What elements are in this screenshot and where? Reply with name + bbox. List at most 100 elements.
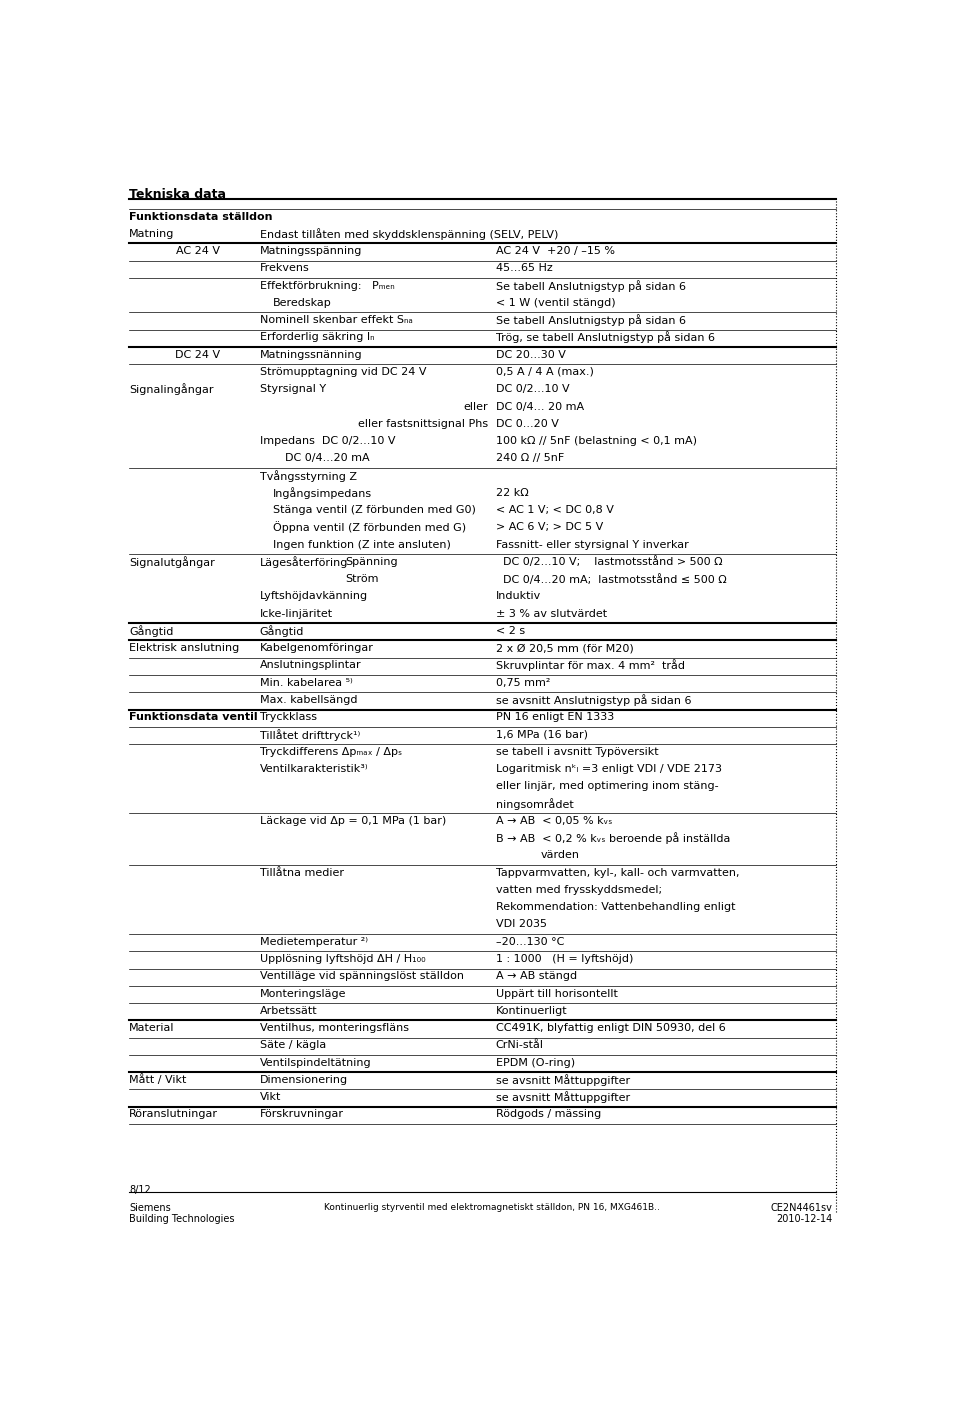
Text: Trög, se tabell Anslutnigstyp på sidan 6: Trög, se tabell Anslutnigstyp på sidan 6 bbox=[495, 331, 714, 344]
Text: B → AB  < 0,2 % kᵥₛ beroende på inställda: B → AB < 0,2 % kᵥₛ beroende på inställda bbox=[495, 833, 731, 844]
Text: Strömupptagning vid DC 24 V: Strömupptagning vid DC 24 V bbox=[260, 367, 426, 377]
Text: Anslutningsplintar: Anslutningsplintar bbox=[260, 661, 362, 671]
Text: CC491K, blyfattig enligt DIN 50930, del 6: CC491K, blyfattig enligt DIN 50930, del … bbox=[495, 1023, 726, 1033]
Text: Tekniska data: Tekniska data bbox=[129, 188, 226, 200]
Text: Kontinuerligt: Kontinuerligt bbox=[495, 1006, 567, 1016]
Text: Gångtid: Gångtid bbox=[129, 625, 174, 637]
Text: AC 24 V  +20 / –15 %: AC 24 V +20 / –15 % bbox=[495, 246, 614, 256]
Text: Uppärt till horisontellt: Uppärt till horisontellt bbox=[495, 989, 617, 999]
Text: DC 0/4...20 mA;  lastmotsstånd ≤ 500 Ω: DC 0/4...20 mA; lastmotsstånd ≤ 500 Ω bbox=[503, 574, 727, 584]
Text: 2 x Ø 20,5 mm (för M20): 2 x Ø 20,5 mm (för M20) bbox=[495, 644, 634, 654]
Text: 240 Ω // 5nF: 240 Ω // 5nF bbox=[495, 453, 564, 463]
Text: DC 0/2...10 V: DC 0/2...10 V bbox=[495, 384, 569, 394]
Text: Siemens: Siemens bbox=[129, 1204, 171, 1214]
Text: Se tabell Anslutnigstyp på sidan 6: Se tabell Anslutnigstyp på sidan 6 bbox=[495, 280, 685, 291]
Text: Icke-linjäritet: Icke-linjäritet bbox=[260, 608, 333, 618]
Text: EPDM (O-ring): EPDM (O-ring) bbox=[495, 1057, 575, 1067]
Text: Ingångsimpedans: Ingångsimpedans bbox=[274, 487, 372, 499]
Text: se tabell i avsnitt Typöversikt: se tabell i avsnitt Typöversikt bbox=[495, 747, 659, 757]
Text: 8/12: 8/12 bbox=[129, 1185, 151, 1195]
Text: Rödgods / mässing: Rödgods / mässing bbox=[495, 1110, 601, 1120]
Text: se avsnitt Måttuppgifter: se avsnitt Måttuppgifter bbox=[495, 1091, 630, 1103]
Text: Fassnitt- eller styrsignal Y inverkar: Fassnitt- eller styrsignal Y inverkar bbox=[495, 540, 688, 550]
Text: < 2 s: < 2 s bbox=[495, 627, 525, 637]
Text: Funktionsdata ventil: Funktionsdata ventil bbox=[129, 712, 257, 722]
Text: se avsnitt Måttuppgifter: se avsnitt Måttuppgifter bbox=[495, 1074, 630, 1086]
Text: eller fastsnittsignal Phs: eller fastsnittsignal Phs bbox=[358, 419, 489, 429]
Text: Ingen funktion (Z inte ansluten): Ingen funktion (Z inte ansluten) bbox=[274, 540, 451, 550]
Text: Tryckdifferens Δpₘₐₓ / Δpₛ: Tryckdifferens Δpₘₐₓ / Δpₛ bbox=[260, 747, 402, 757]
Text: DC 0...20 V: DC 0...20 V bbox=[495, 419, 559, 429]
Text: Öppna ventil (Z förbunden med G): Öppna ventil (Z förbunden med G) bbox=[274, 522, 467, 533]
Text: Frekvens: Frekvens bbox=[260, 263, 310, 273]
Text: vatten med frysskyddsmedel;: vatten med frysskyddsmedel; bbox=[495, 885, 661, 895]
Text: Styrsignal Y: Styrsignal Y bbox=[260, 384, 326, 394]
Text: DC 24 V: DC 24 V bbox=[176, 350, 221, 360]
Text: Effektförbrukning:   Pₘₑₙ: Effektförbrukning: Pₘₑₙ bbox=[260, 281, 395, 291]
Text: A → AB  < 0,05 % kᵥₛ: A → AB < 0,05 % kᵥₛ bbox=[495, 816, 612, 826]
Text: 100 kΩ // 5nF (belastning < 0,1 mA): 100 kΩ // 5nF (belastning < 0,1 mA) bbox=[495, 436, 697, 446]
Text: Matning: Matning bbox=[129, 229, 175, 239]
Text: Matningsspänning: Matningsspänning bbox=[260, 246, 362, 256]
Text: ± 3 % av slutvärdet: ± 3 % av slutvärdet bbox=[495, 608, 607, 618]
Text: 45...65 Hz: 45...65 Hz bbox=[495, 263, 552, 273]
Text: Lyftshöjdavkänning: Lyftshöjdavkänning bbox=[260, 591, 368, 601]
Text: Signalingångar: Signalingångar bbox=[129, 384, 213, 395]
Text: Tillåtet drifttryck¹⁾: Tillåtet drifttryck¹⁾ bbox=[260, 729, 360, 740]
Text: Ventilkarakteristik³⁾: Ventilkarakteristik³⁾ bbox=[260, 764, 369, 774]
Text: Gångtid: Gångtid bbox=[260, 625, 304, 637]
Text: VDI 2035: VDI 2035 bbox=[495, 919, 547, 929]
Text: CrNi-stål: CrNi-stål bbox=[495, 1040, 543, 1050]
Text: DC 0/2...10 V;    lastmotsstånd > 500 Ω: DC 0/2...10 V; lastmotsstånd > 500 Ω bbox=[503, 557, 723, 567]
Text: Building Technologies: Building Technologies bbox=[129, 1215, 234, 1225]
Text: Ventilhus, monteringsfläns: Ventilhus, monteringsfläns bbox=[260, 1023, 409, 1033]
Text: Spänning: Spänning bbox=[346, 557, 398, 567]
Text: Nominell skenbar effekt Sₙₐ: Nominell skenbar effekt Sₙₐ bbox=[260, 315, 413, 325]
Text: Mått / Vikt: Mått / Vikt bbox=[129, 1074, 186, 1086]
Text: värden: värden bbox=[540, 850, 579, 861]
Text: Röranslutningar: Röranslutningar bbox=[129, 1110, 218, 1120]
Text: Erforderlig säkring Iₙ: Erforderlig säkring Iₙ bbox=[260, 333, 374, 342]
Text: Min. kabelarea ⁵⁾: Min. kabelarea ⁵⁾ bbox=[260, 678, 352, 688]
Text: Läckage vid Δp = 0,1 MPa (1 bar): Läckage vid Δp = 0,1 MPa (1 bar) bbox=[260, 816, 446, 826]
Text: Stänga ventil (Z förbunden med G0): Stänga ventil (Z förbunden med G0) bbox=[274, 504, 476, 514]
Text: Max. kabellsängd: Max. kabellsängd bbox=[260, 695, 357, 705]
Text: ningsområdet: ningsområdet bbox=[495, 797, 573, 810]
Text: Tvångsstyrning Z: Tvångsstyrning Z bbox=[260, 469, 357, 482]
Text: Elektrisk anslutning: Elektrisk anslutning bbox=[129, 644, 239, 654]
Text: 1,6 MPa (16 bar): 1,6 MPa (16 bar) bbox=[495, 729, 588, 739]
Text: eller: eller bbox=[464, 402, 489, 412]
Text: Vikt: Vikt bbox=[260, 1093, 281, 1103]
Text: Ström: Ström bbox=[346, 574, 379, 584]
Text: 0,5 A / 4 A (max.): 0,5 A / 4 A (max.) bbox=[495, 367, 593, 377]
Text: 2010-12-14: 2010-12-14 bbox=[776, 1215, 832, 1225]
Text: se avsnitt Anslutnigstyp på sidan 6: se avsnitt Anslutnigstyp på sidan 6 bbox=[495, 693, 691, 706]
Text: A → AB stängd: A → AB stängd bbox=[495, 972, 577, 982]
Text: DC 0/4... 20 mA: DC 0/4... 20 mA bbox=[495, 402, 584, 412]
Text: Material: Material bbox=[129, 1023, 175, 1033]
Text: 1 : 1000   (H = lyftshöjd): 1 : 1000 (H = lyftshöjd) bbox=[495, 953, 633, 963]
Text: Matningssпänning: Matningssпänning bbox=[260, 350, 363, 360]
Text: DC 0/4...20 mA: DC 0/4...20 mA bbox=[284, 453, 370, 463]
Text: Upplösning lyftshöjd ΔH / H₁₀₀: Upplösning lyftshöjd ΔH / H₁₀₀ bbox=[260, 953, 425, 963]
Text: PN 16 enligt EN 1333: PN 16 enligt EN 1333 bbox=[495, 712, 614, 722]
Text: DC 20...30 V: DC 20...30 V bbox=[495, 350, 565, 360]
Text: Tryckklass: Tryckklass bbox=[260, 712, 317, 722]
Text: Rekommendation: Vattenbehandling enligt: Rekommendation: Vattenbehandling enligt bbox=[495, 902, 735, 912]
Text: Se tabell Anslutnigstyp på sidan 6: Se tabell Anslutnigstyp på sidan 6 bbox=[495, 314, 685, 327]
Text: Ventilläge vid spänningslöst ställdon: Ventilläge vid spänningslöst ställdon bbox=[260, 972, 464, 982]
Text: Beredskap: Beredskap bbox=[274, 298, 332, 308]
Text: Impedans  DC 0/2...10 V: Impedans DC 0/2...10 V bbox=[260, 436, 396, 446]
Text: Monteringsläge: Monteringsläge bbox=[260, 989, 347, 999]
Text: Förskruvningar: Förskruvningar bbox=[260, 1110, 344, 1120]
Text: Dimensionering: Dimensionering bbox=[260, 1074, 348, 1084]
Text: Arbetssätt: Arbetssätt bbox=[260, 1006, 318, 1016]
Text: Endast tillåten med skyddsklenspänning (SELV, PELV): Endast tillåten med skyddsklenspänning (… bbox=[260, 227, 559, 240]
Text: Tillåtna medier: Tillåtna medier bbox=[260, 868, 344, 878]
Text: eller linjär, med optimering inom stäng-: eller linjär, med optimering inom stäng- bbox=[495, 782, 718, 791]
Text: –20...130 °C: –20...130 °C bbox=[495, 936, 564, 946]
Text: Induktiv: Induktiv bbox=[495, 591, 541, 601]
Text: < AC 1 V; < DC 0,8 V: < AC 1 V; < DC 0,8 V bbox=[495, 504, 613, 514]
Text: Kontinuerlig styrventil med elektromagnetiskt ställdon, PN 16, MXG461B..: Kontinuerlig styrventil med elektromagne… bbox=[324, 1204, 660, 1212]
Text: 0,75 mm²: 0,75 mm² bbox=[495, 678, 550, 688]
